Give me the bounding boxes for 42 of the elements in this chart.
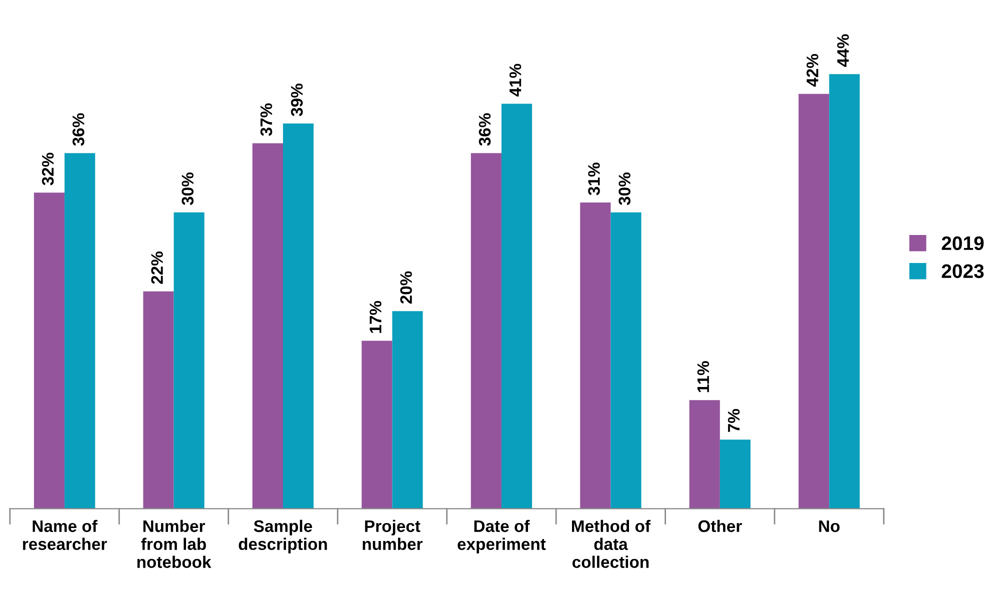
data-label: 42%: [806, 54, 818, 87]
bar: [283, 124, 314, 509]
legend-label: 2023: [942, 264, 984, 278]
data-label: 32%: [42, 152, 54, 186]
x-tick-label: Name of researcher: [23, 520, 107, 550]
x-tick-label: No: [819, 520, 840, 532]
bar: [64, 153, 96, 509]
data-label: 41%: [509, 64, 522, 97]
bar: [829, 74, 860, 509]
x-tick-label: Sample description: [238, 520, 327, 554]
x-tick-label: Number from lab notebook: [137, 520, 212, 568]
data-label: 22%: [151, 252, 163, 284]
legend-label: 2019: [942, 236, 984, 250]
bar: [252, 143, 284, 509]
data-label: 36%: [478, 113, 491, 146]
bar: [392, 311, 423, 509]
x-tick-label: Project number: [362, 520, 423, 550]
bar: [798, 94, 830, 509]
data-label: 17%: [370, 300, 382, 333]
bar: [720, 440, 751, 509]
data-label: 7%: [728, 408, 740, 432]
bar: [143, 291, 174, 509]
x-tick-label: Method of data collection: [572, 520, 651, 568]
data-label: 31%: [588, 162, 600, 196]
bar: [580, 202, 611, 509]
x-tick-label: Other: [698, 520, 742, 532]
bar: [362, 340, 392, 509]
data-label: 36%: [72, 113, 84, 146]
data-label: 44%: [837, 34, 849, 67]
data-label: 20%: [400, 271, 412, 304]
bar: [470, 153, 502, 509]
bar: [689, 400, 720, 509]
x-tick-label: Date of experiment: [458, 520, 546, 554]
bar: [610, 212, 642, 509]
data-label: 11%: [697, 361, 710, 392]
data-label: 39%: [290, 84, 303, 116]
data-label: 37%: [260, 103, 272, 136]
data-label: 30%: [182, 172, 194, 206]
bar: [174, 212, 204, 509]
bar: [501, 104, 532, 509]
bar: [34, 192, 65, 509]
data-label: 30%: [618, 172, 630, 206]
